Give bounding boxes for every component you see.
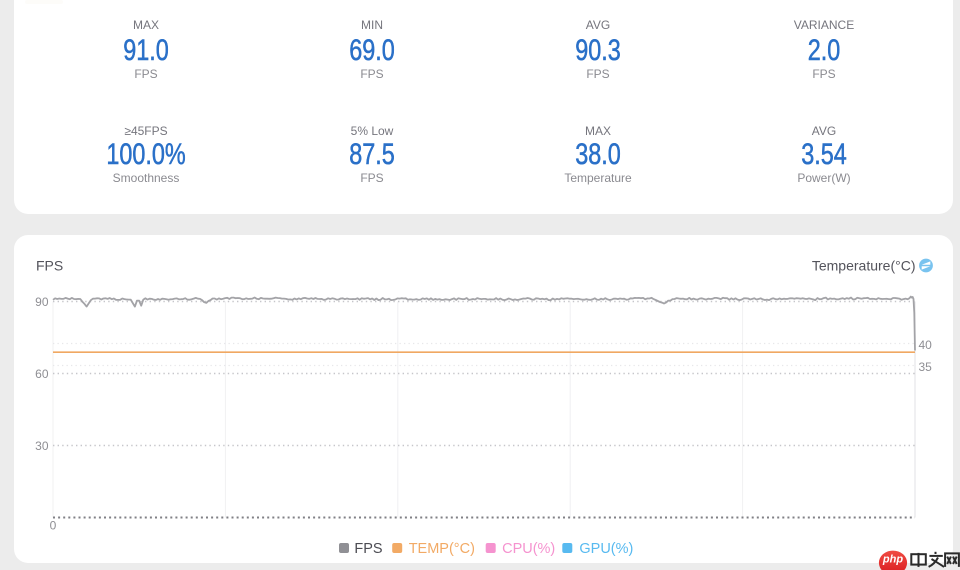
svg-text:TEMP(°C): TEMP(°C) (409, 541, 475, 557)
svg-text:0: 0 (50, 519, 57, 533)
svg-text:FPS: FPS (36, 258, 63, 274)
svg-text:FPS: FPS (354, 541, 382, 557)
svg-text:30: 30 (35, 439, 49, 453)
svg-text:GPU(%): GPU(%) (579, 541, 633, 557)
svg-text:php: php (882, 554, 903, 566)
svg-text:60: 60 (35, 367, 49, 381)
svg-text:CPU(%): CPU(%) (502, 541, 555, 557)
svg-text:Temperature(°C): Temperature(°C) (812, 258, 916, 274)
svg-text:40: 40 (919, 338, 933, 352)
svg-text:35: 35 (919, 360, 933, 374)
svg-text:90: 90 (35, 295, 49, 309)
